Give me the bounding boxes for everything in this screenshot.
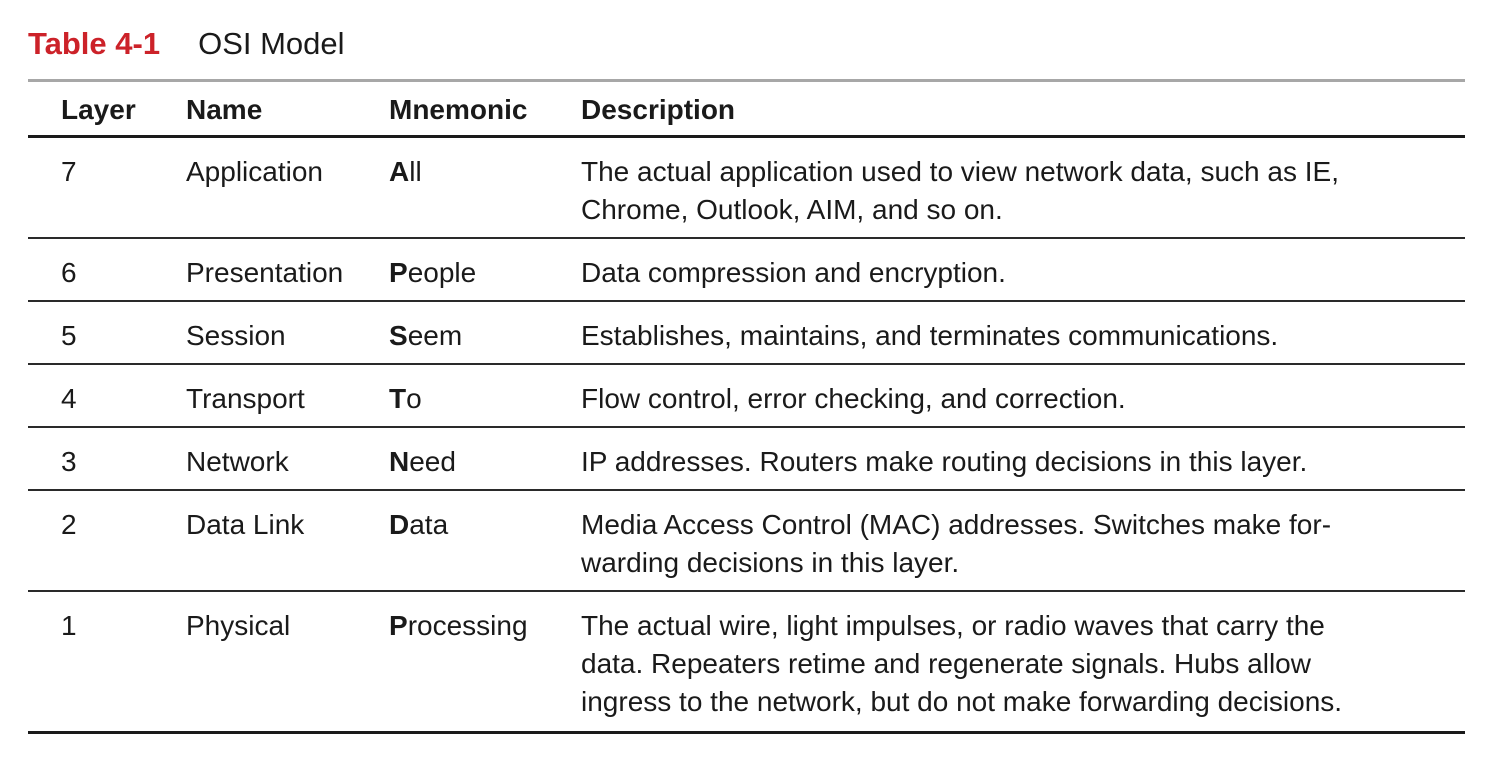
description-line: The actual application used to view netw…	[581, 156, 1339, 187]
cell-description: IP addresses. Routers make routing decis…	[581, 427, 1465, 491]
cell-mnemonic: Need	[389, 427, 581, 491]
mnemonic-rest: eed	[409, 446, 456, 477]
cell-name: Application	[186, 136, 389, 239]
cell-description: Data compression and encryption.	[581, 238, 1465, 302]
table-title: OSI Model	[198, 26, 345, 61]
table-row: 7 Application All The actual application…	[28, 136, 1465, 239]
table-number: Table 4-1	[28, 26, 161, 61]
description-line: The actual wire, light impulses, or radi…	[581, 610, 1325, 641]
mnemonic-rest: o	[406, 383, 422, 414]
table-row: 6 Presentation People Data compression a…	[28, 238, 1465, 302]
mnemonic-initial: P	[389, 610, 408, 641]
cell-name: Transport	[186, 364, 389, 428]
cell-name: Session	[186, 301, 389, 365]
header-description: Description	[581, 82, 1465, 138]
table-row: 5 Session Seem Establishes, maintains, a…	[28, 301, 1465, 365]
cell-mnemonic: All	[389, 136, 581, 239]
table-row: 2 Data Link Data Media Access Control (M…	[28, 490, 1465, 592]
cell-layer: 5	[28, 301, 186, 365]
mnemonic-initial: N	[389, 446, 410, 477]
cell-layer: 2	[28, 490, 186, 592]
table-caption: Table 4-1 OSI Model	[28, 26, 345, 62]
table-row: 4 Transport To Flow control, error check…	[28, 364, 1465, 428]
cell-name: Presentation	[186, 238, 389, 302]
top-rule	[28, 79, 1465, 82]
cell-layer: 6	[28, 238, 186, 302]
cell-description: Media Access Control (MAC) addresses. Sw…	[581, 490, 1465, 592]
cell-description: Establishes, maintains, and terminates c…	[581, 301, 1465, 365]
description-line: ingress to the network, but do not make …	[581, 686, 1343, 717]
header-name: Name	[186, 82, 389, 138]
cell-name: Network	[186, 427, 389, 491]
cell-layer: 3	[28, 427, 186, 491]
mnemonic-initial: T	[389, 383, 407, 414]
osi-model-table: Layer Name Mnemonic Description 7 Applic…	[28, 82, 1465, 734]
cell-description: Flow control, error checking, and correc…	[581, 364, 1465, 428]
description-line: Establishes, maintains, and terminates c…	[581, 320, 1279, 351]
mnemonic-initial: P	[389, 257, 408, 288]
cell-description: The actual application used to view netw…	[581, 136, 1465, 239]
cell-layer: 1	[28, 591, 186, 734]
header-layer: Layer	[28, 82, 186, 138]
cell-mnemonic: Data	[389, 490, 581, 592]
cell-mnemonic: Processing	[389, 591, 581, 734]
description-line: Data compression and encryption.	[581, 257, 1006, 288]
cell-name: Physical	[186, 591, 389, 734]
description-line: Chrome, Outlook, AIM, and so on.	[581, 194, 1003, 225]
mnemonic-rest: eople	[407, 257, 477, 288]
cell-mnemonic: To	[389, 364, 581, 428]
cell-layer: 4	[28, 364, 186, 428]
table-row: 1 Physical Processing The actual wire, l…	[28, 591, 1465, 734]
header-row: Layer Name Mnemonic Description	[28, 82, 1465, 138]
mnemonic-rest: eem	[407, 320, 463, 351]
mnemonic-rest: ata	[409, 509, 449, 540]
cell-mnemonic: People	[389, 238, 581, 302]
cell-description: The actual wire, light impulses, or radi…	[581, 591, 1465, 734]
header-mnemonic: Mnemonic	[389, 82, 581, 138]
table-row: 3 Network Need IP addresses. Routers mak…	[28, 427, 1465, 491]
description-line: IP addresses. Routers make routing decis…	[581, 446, 1308, 477]
description-line: warding decisions in this layer.	[581, 547, 960, 578]
description-line: Flow control, error checking, and correc…	[581, 383, 1126, 414]
mnemonic-initial: S	[389, 320, 408, 351]
cell-layer: 7	[28, 136, 186, 239]
mnemonic-initial: D	[389, 509, 410, 540]
mnemonic-rest: ll	[409, 156, 422, 187]
cell-mnemonic: Seem	[389, 301, 581, 365]
mnemonic-rest: rocessing	[407, 610, 528, 641]
cell-name: Data Link	[186, 490, 389, 592]
description-line: Media Access Control (MAC) addresses. Sw…	[581, 509, 1332, 540]
mnemonic-initial: A	[389, 156, 410, 187]
description-line: data. Repeaters retime and regenerate si…	[581, 648, 1311, 679]
